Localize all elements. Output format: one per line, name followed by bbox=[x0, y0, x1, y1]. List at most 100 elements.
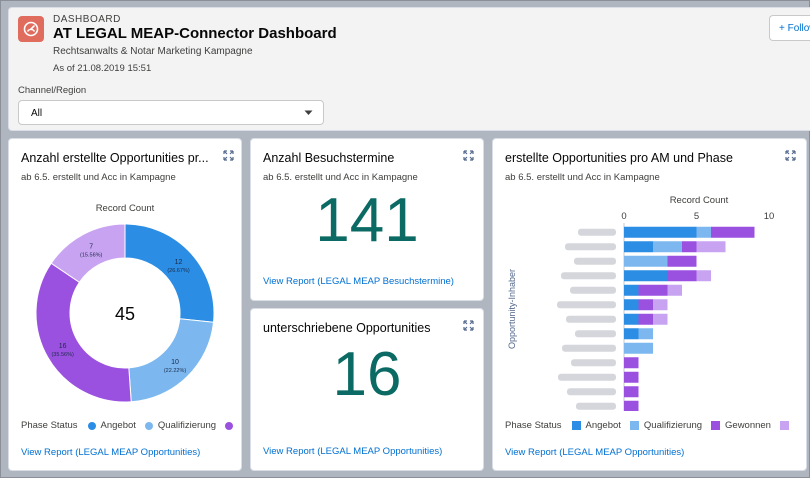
card-title: Anzahl erstellte Opportunities pr... bbox=[21, 151, 209, 165]
chart-title: Record Count bbox=[96, 203, 155, 214]
filter-label: Channel/Region bbox=[18, 85, 87, 96]
bar-segment-other[interactable] bbox=[667, 284, 683, 296]
owner-name-blurred bbox=[567, 388, 616, 396]
legend-title: Phase Status bbox=[505, 420, 562, 431]
bar-segment-qualifizierung[interactable] bbox=[638, 328, 654, 340]
view-report-link[interactable]: View Report (LEGAL MEAP Opportunities) bbox=[505, 447, 685, 458]
expand-icon[interactable] bbox=[223, 150, 234, 161]
view-report-link[interactable]: View Report (LEGAL MEAP Opportunities) bbox=[21, 447, 201, 458]
expand-icon[interactable] bbox=[463, 320, 474, 331]
bar-segment-gewonnen[interactable] bbox=[624, 386, 639, 398]
bar-segment-qualifizierung[interactable] bbox=[624, 255, 668, 267]
bar-segment-gewonnen[interactable] bbox=[624, 400, 639, 411]
bar-segment-angebot[interactable] bbox=[624, 299, 639, 311]
donut-chart-card: Anzahl erstellte Opportunities pr... ab … bbox=[8, 138, 242, 471]
slice-percent-label: (26.67%) bbox=[167, 268, 189, 274]
card-subtitle: ab 6.5. erstellt und Acc in Kampagne bbox=[21, 172, 176, 183]
owner-name-blurred bbox=[571, 359, 616, 367]
bar-segment-other[interactable] bbox=[696, 270, 712, 282]
page-subtitle: Rechtsanwalts & Notar Marketing Kampagne bbox=[53, 46, 253, 57]
bar-segment-gewonnen[interactable] bbox=[624, 357, 639, 369]
slice-value-label: 12 bbox=[175, 259, 183, 266]
card-subtitle: ab 6.5. erstellt und Acc in Kampagne bbox=[505, 172, 660, 183]
slice-value-label: 10 bbox=[171, 359, 179, 366]
legend-swatch bbox=[779, 421, 789, 430]
as-of-timestamp: As of 21.08.2019 15:51 bbox=[53, 63, 152, 74]
legend-item-other[interactable] bbox=[779, 421, 794, 430]
owner-name-blurred bbox=[576, 402, 616, 410]
legend-dot bbox=[225, 421, 234, 430]
follow-button[interactable]: + Follow bbox=[769, 15, 810, 41]
expand-icon[interactable] bbox=[785, 150, 796, 161]
channel-region-select[interactable]: All bbox=[18, 100, 324, 125]
besuchstermine-card: Anzahl Besuchstermine ab 6.5. erstellt u… bbox=[250, 138, 484, 301]
donut-legend: Phase Status Angebot Qualifizierung bbox=[21, 420, 241, 431]
page-title: AT LEGAL MEAP-Connector Dashboard bbox=[53, 25, 337, 42]
view-report-link[interactable]: View Report (LEGAL MEAP Opportunities) bbox=[263, 446, 443, 457]
legend-swatch bbox=[711, 421, 721, 430]
bar-segment-gewonnen[interactable] bbox=[638, 313, 654, 325]
donut-slice-gewonnen[interactable] bbox=[35, 262, 132, 403]
card-subtitle: ab 6.5. erstellt und Acc in Kampagne bbox=[263, 172, 418, 183]
donut-slice-other[interactable] bbox=[50, 223, 126, 283]
slice-percent-label: (15.56%) bbox=[80, 252, 102, 258]
bar-segment-gewonnen[interactable] bbox=[638, 284, 668, 296]
owner-name-blurred bbox=[574, 257, 616, 265]
card-title: unterschriebene Opportunities bbox=[263, 321, 431, 335]
bar-segment-gewonnen[interactable] bbox=[711, 226, 755, 238]
legend-dot bbox=[87, 421, 96, 430]
legend-label: Angebot bbox=[100, 420, 136, 431]
bar-segment-gewonnen[interactable] bbox=[624, 371, 639, 383]
x-tick-label: 10 bbox=[764, 211, 775, 222]
bar-segment-angebot[interactable] bbox=[624, 226, 697, 238]
bar-segment-gewonnen[interactable] bbox=[682, 241, 697, 253]
bar-segment-qualifizierung[interactable] bbox=[696, 226, 712, 238]
expand-icon[interactable] bbox=[463, 150, 474, 161]
legend-label: Qualifizierung bbox=[643, 420, 703, 431]
legend-item-qualifizierung[interactable]: Qualifizierung bbox=[144, 420, 217, 431]
legend-item-qualifizierung[interactable]: Qualifizierung bbox=[629, 420, 703, 431]
header-type-label: DASHBOARD bbox=[53, 14, 121, 25]
owner-name-blurred bbox=[558, 373, 616, 381]
legend-label: Gewonnen bbox=[725, 420, 771, 431]
legend-label: Qualifizierung bbox=[157, 420, 217, 431]
legend-item-more[interactable] bbox=[225, 421, 238, 430]
bar-segment-other[interactable] bbox=[653, 299, 668, 311]
view-report-link[interactable]: View Report (LEGAL MEAP Besuchstermine) bbox=[263, 276, 454, 287]
owner-name-blurred bbox=[565, 243, 616, 251]
chart-title: Record Count bbox=[670, 195, 729, 206]
bar-segment-gewonnen[interactable] bbox=[667, 270, 697, 282]
legend-item-gewonnen[interactable]: Gewonnen bbox=[711, 420, 771, 431]
donut-center-value: 45 bbox=[115, 304, 135, 324]
slice-value-label: 16 bbox=[59, 343, 67, 350]
bar-segment-gewonnen[interactable] bbox=[638, 299, 654, 311]
legend-swatch bbox=[629, 421, 639, 430]
owner-name-blurred bbox=[561, 272, 616, 280]
bar-segment-qualifizierung[interactable] bbox=[624, 342, 653, 354]
legend-item-angebot[interactable]: Angebot bbox=[571, 420, 621, 431]
bar-legend: Phase Status Angebot Qualifizierung Gewo… bbox=[505, 420, 803, 431]
card-title: erstellte Opportunities pro AM und Phase bbox=[505, 151, 733, 165]
legend-item-angebot[interactable]: Angebot bbox=[87, 420, 136, 431]
bar-segment-angebot[interactable] bbox=[624, 313, 639, 325]
x-tick-label: 5 bbox=[694, 211, 699, 222]
bar-segment-other[interactable] bbox=[653, 313, 668, 325]
stacked-bar-chart: Record Count Opportunity-Inhaber 0 5 10 bbox=[507, 195, 775, 411]
bar-segment-other[interactable] bbox=[696, 241, 726, 253]
bar-segment-angebot[interactable] bbox=[624, 270, 668, 282]
chevron-down-icon bbox=[304, 110, 313, 115]
bar-segment-angebot[interactable] bbox=[624, 284, 639, 296]
bar-segment-gewonnen[interactable] bbox=[667, 255, 697, 267]
slice-value-label: 7 bbox=[89, 243, 93, 250]
bar-segment-qualifizierung[interactable] bbox=[653, 241, 682, 253]
dashboard-gauge-icon bbox=[18, 16, 44, 42]
owner-name-blurred bbox=[566, 315, 616, 323]
legend-swatch bbox=[571, 421, 581, 430]
card-title: Anzahl Besuchstermine bbox=[263, 151, 395, 165]
x-tick-label: 0 bbox=[621, 211, 626, 222]
legend-dot bbox=[144, 421, 153, 430]
owner-name-blurred bbox=[557, 301, 616, 309]
bar-segment-angebot[interactable] bbox=[624, 241, 653, 253]
bar-segment-angebot[interactable] bbox=[624, 328, 639, 340]
